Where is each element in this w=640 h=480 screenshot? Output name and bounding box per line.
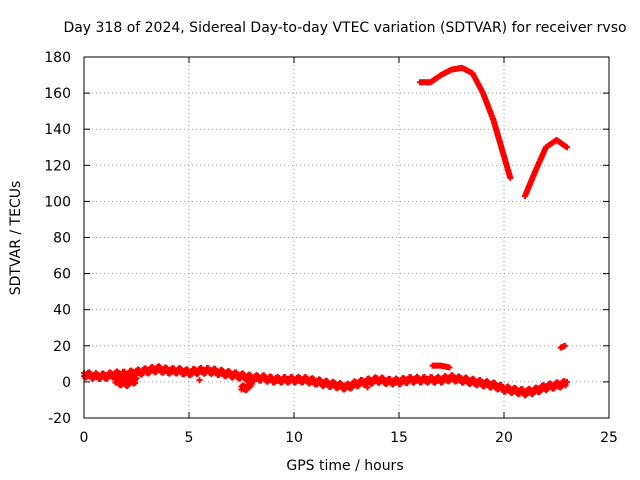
y-tick-label: 100 [44, 194, 71, 210]
data-point [196, 377, 203, 384]
data-point [562, 382, 569, 389]
y-tick-label: 0 [62, 375, 71, 391]
y-tick-label: 20 [53, 339, 71, 355]
x-tick-label: 15 [390, 430, 408, 446]
y-tick-label: 180 [44, 50, 71, 66]
data-point [132, 379, 139, 386]
x-tick-label: 25 [600, 430, 618, 446]
y-axis-label: SDTVAR / TECUs [8, 181, 24, 296]
data-points [81, 64, 570, 399]
x-tick-label: 0 [80, 430, 89, 446]
y-tick-label: 80 [53, 231, 71, 247]
data-point [133, 375, 140, 382]
x-tick-label: 20 [495, 430, 513, 446]
data-point [507, 174, 514, 181]
grid [84, 57, 609, 418]
y-tick-label: 160 [44, 86, 71, 102]
plot-frame [83, 56, 610, 419]
y-tick-label: -20 [48, 411, 71, 427]
chart-title: Day 318 of 2024, Sidereal Day-to-day VTE… [63, 20, 626, 36]
axis-ticks: 0 5 10 15 20 25 -20 0 20 40 60 80 100 120 140 160 180 [44, 50, 618, 446]
y-tick-label: 140 [44, 122, 71, 138]
data-point [249, 380, 255, 387]
y-tick-label: 40 [53, 303, 71, 319]
y-tick-label: 120 [44, 158, 71, 174]
y-tick-label: 60 [53, 267, 71, 283]
data-point [364, 384, 371, 391]
data-point [564, 144, 570, 151]
data-point [564, 378, 570, 385]
x-axis-label: GPS time / hours [286, 458, 403, 474]
data-point [446, 364, 453, 371]
data-point [561, 342, 568, 349]
x-tick-label: 5 [185, 430, 194, 446]
x-tick-label: 10 [285, 430, 303, 446]
